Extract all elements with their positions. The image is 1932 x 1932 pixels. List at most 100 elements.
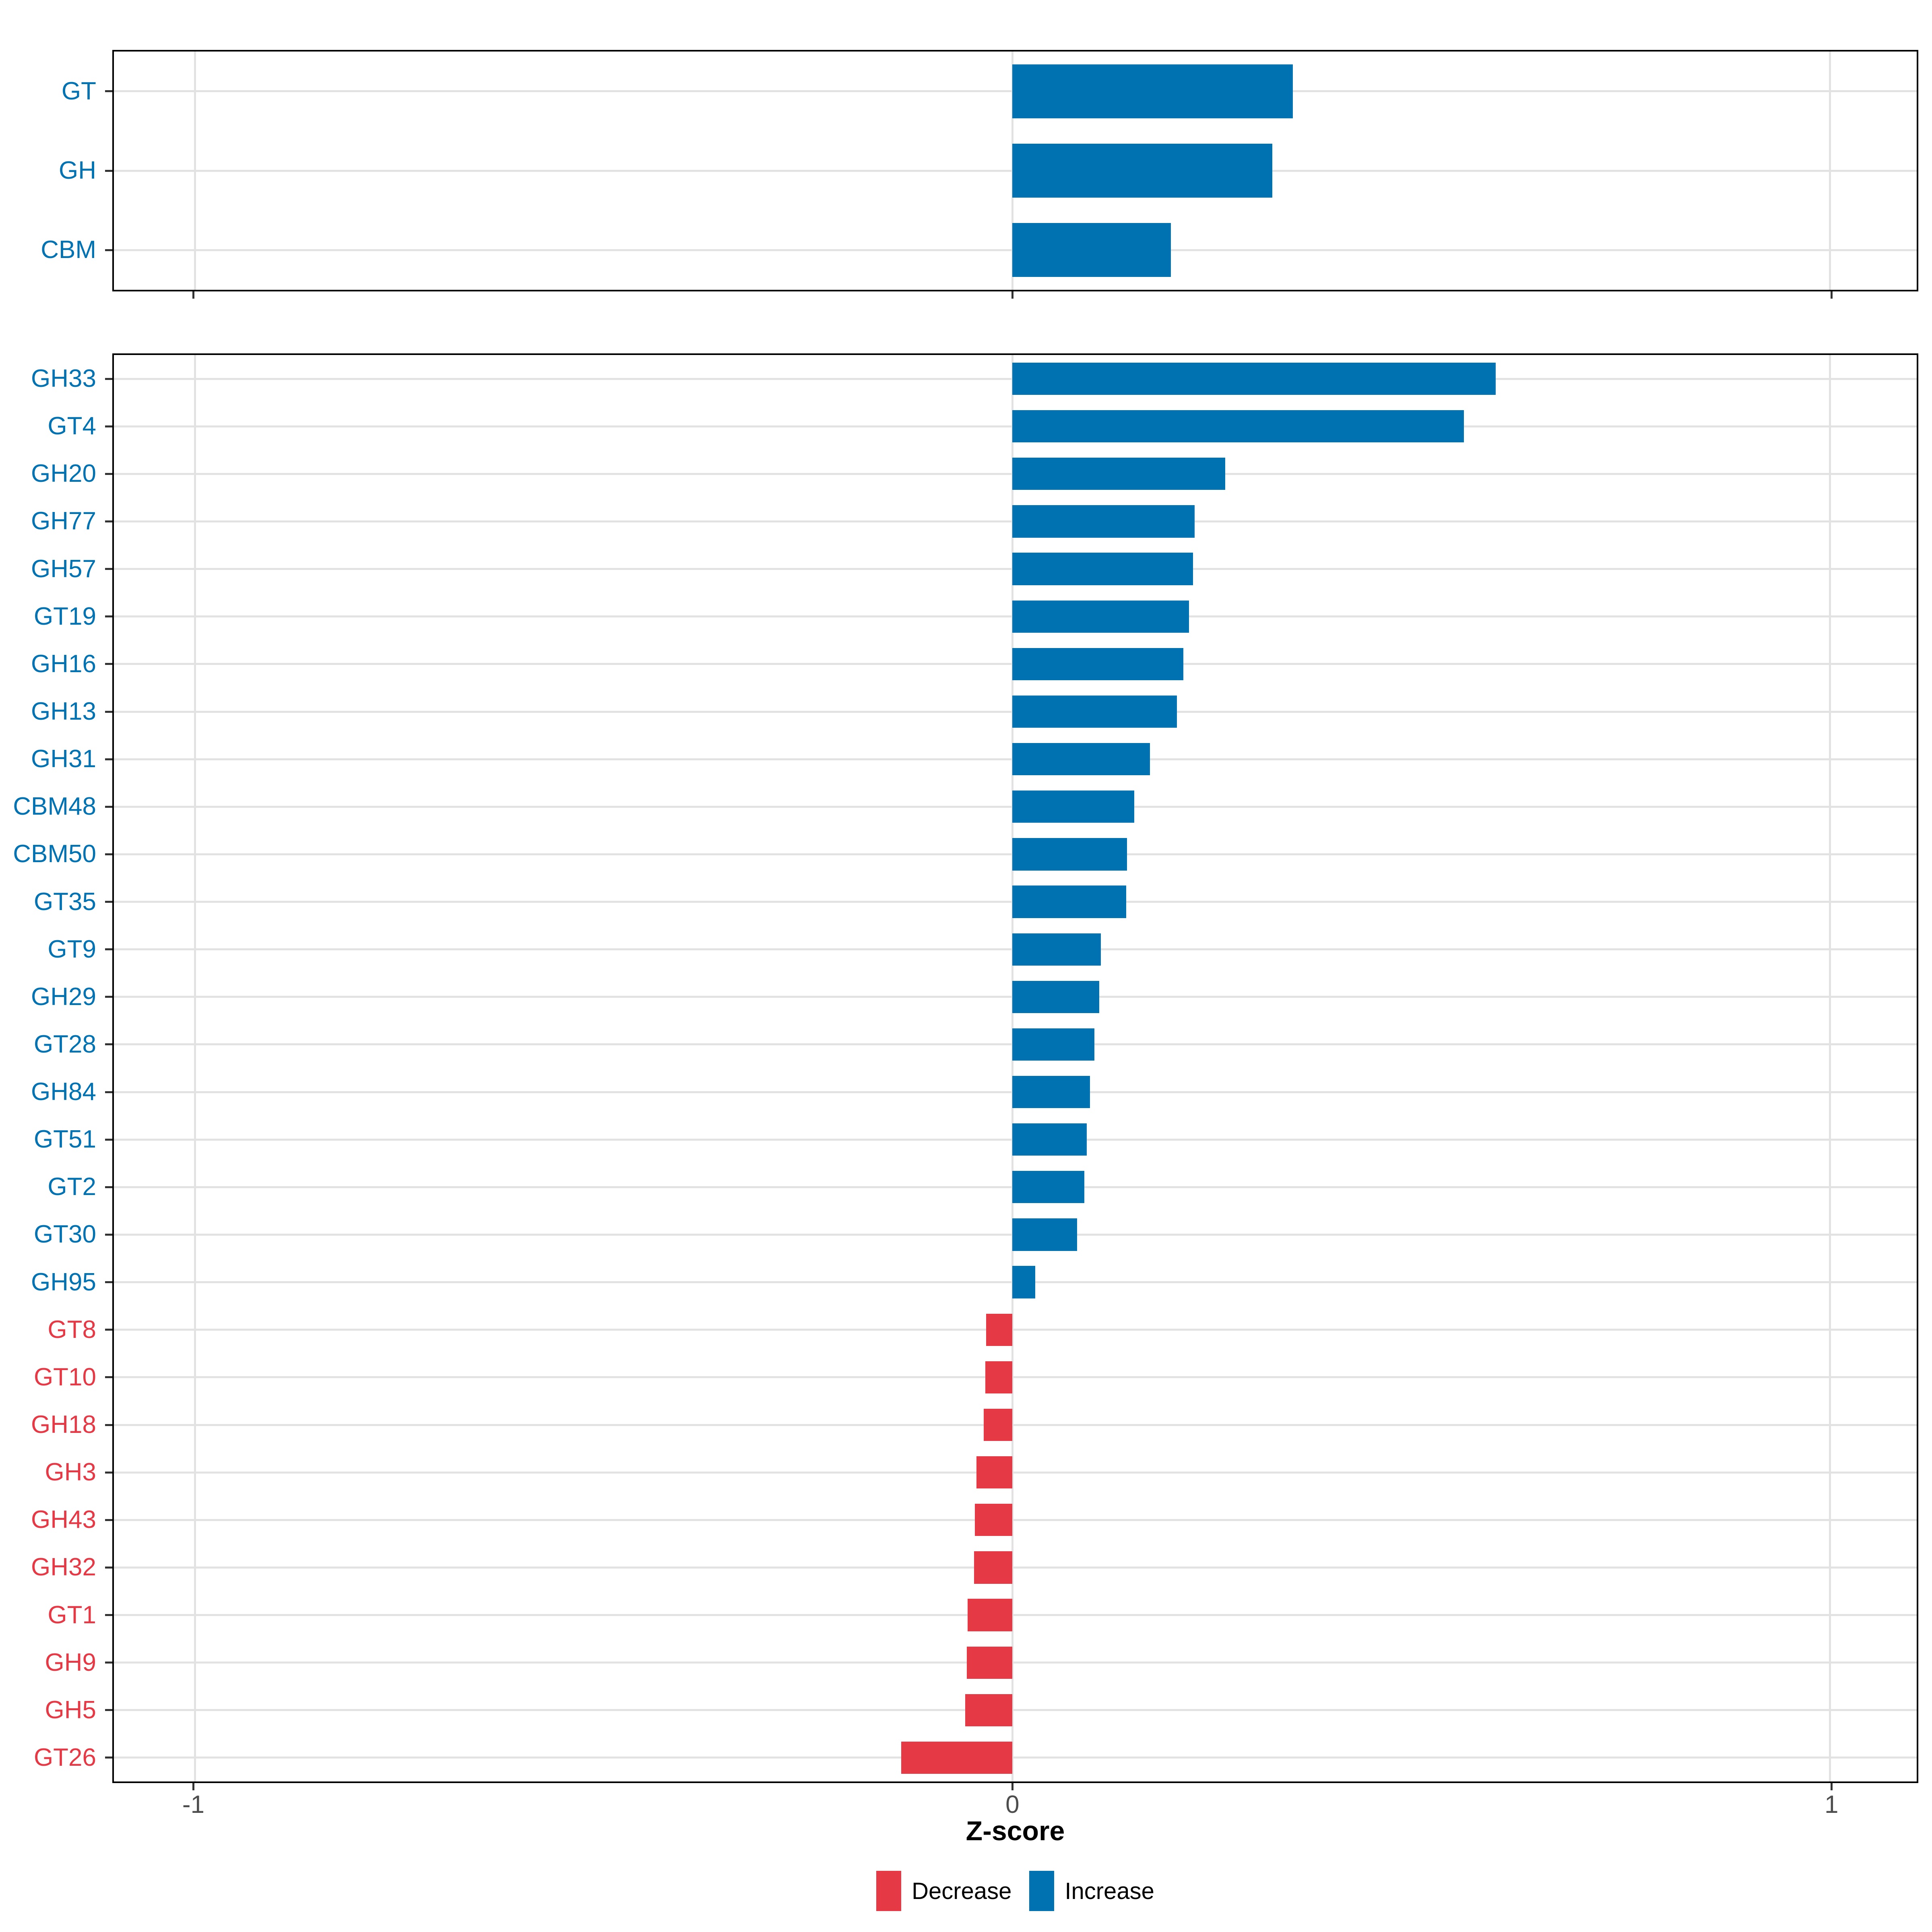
y-axis-label-GH32: GH32 <box>31 1553 96 1581</box>
bar-GH32 <box>974 1551 1013 1584</box>
y-axis-label-GT8: GT8 <box>47 1315 96 1344</box>
bar-CBM48 <box>1012 791 1135 823</box>
y-tick-mark <box>105 473 112 475</box>
y-axis-label-GH43: GH43 <box>31 1506 96 1534</box>
y-axis-label-GH13: GH13 <box>31 698 96 725</box>
y-tick-mark <box>105 805 112 808</box>
legend: Decrease Increase <box>112 1871 1918 1911</box>
y-tick-mark <box>105 90 112 93</box>
y-tick-mark <box>105 169 112 172</box>
y-tick-mark <box>105 249 112 251</box>
y-tick-mark <box>105 901 112 903</box>
x-tick-mark <box>1011 1783 1013 1790</box>
bar-GT <box>1012 64 1293 118</box>
bar-GH9 <box>966 1646 1013 1679</box>
y-axis-label-GH33: GH33 <box>31 365 96 393</box>
bar-GT2 <box>1012 1171 1085 1203</box>
y-tick-mark <box>105 378 112 380</box>
y-tick-mark <box>105 758 112 760</box>
x-tick-mark <box>1830 1783 1833 1790</box>
y-tick-mark <box>105 1281 112 1284</box>
bar-GT51 <box>1012 1123 1087 1156</box>
bar-GT35 <box>1012 886 1126 918</box>
bar-GT19 <box>1012 600 1189 633</box>
x-tick-mark <box>1830 291 1833 299</box>
y-tick-mark <box>105 996 112 998</box>
bar-GT4 <box>1012 410 1464 443</box>
horizontal-gridline <box>114 1471 1917 1474</box>
x-tick-mark <box>1011 291 1013 299</box>
bar-GT28 <box>1012 1028 1094 1061</box>
y-axis-label-GT51: GT51 <box>33 1125 96 1154</box>
y-axis-label-GH29: GH29 <box>31 983 96 1011</box>
y-tick-mark <box>105 568 112 570</box>
bar-GT9 <box>1012 933 1101 966</box>
y-axis-label-GT28: GT28 <box>33 1030 96 1058</box>
bar-CBM50 <box>1012 838 1127 871</box>
y-tick-mark <box>105 710 112 713</box>
horizontal-gridline <box>114 1424 1917 1426</box>
bar-GH31 <box>1012 743 1150 776</box>
y-tick-mark <box>105 1043 112 1046</box>
bar-CBM <box>1012 223 1171 277</box>
y-axis-label-CBM48: CBM48 <box>13 793 96 821</box>
vertical-gridline <box>1829 52 1831 290</box>
y-tick-mark <box>105 425 112 427</box>
y-axis-label-GT2: GT2 <box>47 1173 96 1201</box>
y-tick-mark <box>105 1424 112 1426</box>
horizontal-gridline <box>114 1757 1917 1759</box>
legend-item-increase: Increase <box>1029 1871 1154 1911</box>
y-tick-mark <box>105 1329 112 1331</box>
horizontal-gridline <box>114 1329 1917 1331</box>
y-tick-mark <box>105 615 112 618</box>
bar-GT30 <box>1012 1218 1077 1251</box>
y-axis-label-GH3: GH3 <box>45 1458 96 1486</box>
y-axis-label-GT26: GT26 <box>33 1743 96 1771</box>
y-axis-label-GT10: GT10 <box>33 1363 96 1391</box>
y-axis-label-GH18: GH18 <box>31 1411 96 1439</box>
y-axis-label-GH57: GH57 <box>31 555 96 583</box>
decrease-swatch <box>876 1871 902 1911</box>
horizontal-gridline <box>114 1662 1917 1664</box>
bar-GH43 <box>974 1504 1013 1536</box>
bar-GH3 <box>976 1456 1013 1489</box>
y-tick-mark <box>105 1614 112 1616</box>
x-tick-label-0: 0 <box>1005 1791 1020 1818</box>
vertical-gridline <box>1011 355 1013 1781</box>
horizontal-gridline <box>114 1614 1917 1616</box>
y-tick-mark <box>105 1757 112 1759</box>
y-tick-mark <box>105 520 112 522</box>
legend-label-decrease: Decrease <box>912 1878 1012 1904</box>
y-axis-label-CBM50: CBM50 <box>13 840 96 868</box>
legend-item-decrease: Decrease <box>876 1871 1011 1911</box>
x-tick-mark <box>192 291 194 299</box>
bar-GH84 <box>1012 1075 1090 1108</box>
y-axis-label-GH: GH <box>59 157 96 184</box>
y-tick-mark <box>105 1519 112 1521</box>
bar-GH20 <box>1012 458 1225 490</box>
y-axis-label-GH5: GH5 <box>45 1696 96 1724</box>
y-tick-mark <box>105 1471 112 1474</box>
y-axis-label-GT1: GT1 <box>47 1601 96 1629</box>
bottom-panel <box>112 353 1918 1783</box>
bar-GH95 <box>1012 1266 1036 1298</box>
top-panel <box>112 50 1918 291</box>
x-tick-label--1: -1 <box>182 1791 205 1818</box>
y-axis-label-GT9: GT9 <box>47 935 96 963</box>
x-axis-title: Z-score <box>966 1816 1065 1846</box>
bar-GH33 <box>1012 362 1496 395</box>
horizontal-gridline <box>114 1376 1917 1379</box>
y-axis-label-GT4: GT4 <box>47 412 96 440</box>
y-tick-mark <box>105 663 112 665</box>
bar-GH57 <box>1012 553 1193 585</box>
vertical-gridline <box>194 355 196 1781</box>
legend-label-increase: Increase <box>1065 1878 1154 1904</box>
bar-GH5 <box>965 1694 1013 1726</box>
bar-GH18 <box>984 1408 1013 1441</box>
y-tick-mark <box>105 948 112 951</box>
x-tick-label-1: 1 <box>1825 1791 1839 1818</box>
y-axis-label-GT30: GT30 <box>33 1220 96 1249</box>
y-axis-label-GH20: GH20 <box>31 460 96 488</box>
y-axis-label-GH31: GH31 <box>31 745 96 773</box>
